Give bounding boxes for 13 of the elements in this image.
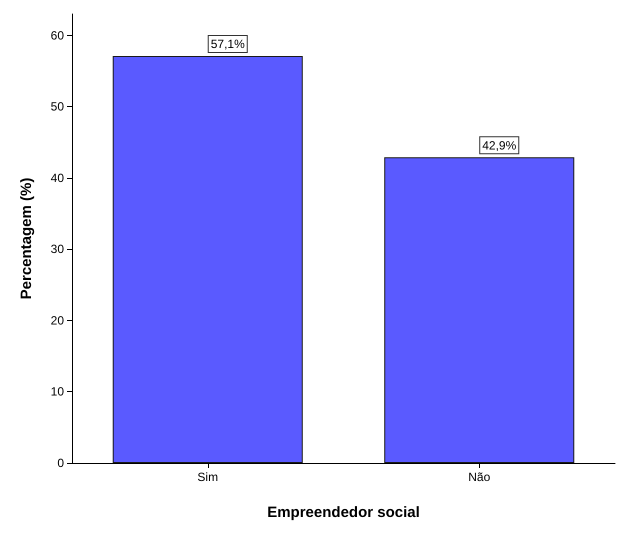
x-axis-title: Empreendedor social: [267, 504, 420, 521]
y-tick-label: 0: [57, 456, 64, 470]
data-label: 42,9%: [482, 138, 517, 152]
data-label: 57,1%: [210, 37, 246, 52]
y-tick-label: 30: [50, 242, 64, 256]
y-tick-label: 40: [50, 170, 64, 185]
y-tick-label: 10: [50, 384, 64, 399]
x-tick-label: Não: [468, 470, 491, 484]
y-tick-label: 50: [50, 100, 64, 114]
y-tick-label: 60: [50, 28, 64, 42]
y-axis-title: Percentagem (%): [18, 178, 35, 300]
y-tick-label: 20: [50, 313, 64, 328]
x-tick-label: Sim: [197, 470, 218, 484]
